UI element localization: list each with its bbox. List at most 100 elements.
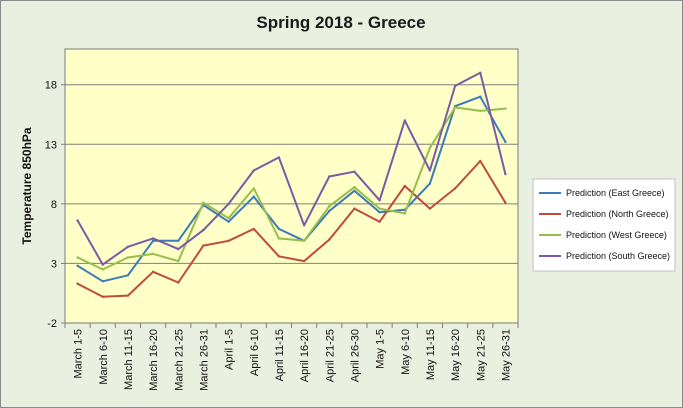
- data-point: [202, 228, 205, 232]
- data-point: [302, 224, 306, 227]
- data-point: [328, 238, 331, 241]
- legend-label: Prediction (East Greece): [566, 188, 665, 198]
- data-point: [479, 109, 482, 113]
- series-line-4: [76, 71, 507, 266]
- x-tick-label: April 1-5: [224, 329, 236, 370]
- data-point: [479, 71, 482, 75]
- x-tick-label: May 26-31: [500, 329, 512, 381]
- y-tick-label: 3: [51, 258, 57, 270]
- data-point: [328, 209, 331, 213]
- x-tick-label: May 21-25: [475, 329, 487, 381]
- x-tick-label: March 11-15: [123, 329, 135, 390]
- y-tick-label: 8: [51, 199, 57, 211]
- data-point: [302, 239, 306, 242]
- data-point: [252, 227, 255, 231]
- x-tick-label: March 16-20: [148, 329, 160, 391]
- data-point: [302, 259, 306, 263]
- series-lines: [76, 71, 507, 298]
- data-point: [328, 205, 331, 208]
- x-tick-label: March 26-31: [198, 329, 210, 391]
- data-point: [277, 237, 281, 240]
- data-point: [151, 270, 155, 273]
- data-point: [453, 106, 457, 109]
- legend-items: Prediction (East Greece) Prediction (Nort…: [539, 188, 670, 261]
- data-point: [227, 217, 230, 220]
- data-point: [504, 140, 507, 144]
- data-point: [252, 187, 255, 190]
- data-point: [277, 227, 281, 231]
- x-tick-label: March 21-25: [173, 329, 185, 391]
- data-point: [126, 256, 130, 259]
- x-tick-label: March 6-10: [98, 329, 110, 385]
- x-tick-label: May 1-5: [375, 329, 387, 369]
- data-point: [126, 245, 130, 248]
- y-tick-label: 18: [45, 80, 57, 92]
- data-point: [277, 156, 281, 159]
- plot-area: [65, 49, 518, 323]
- data-point: [101, 295, 105, 298]
- data-point: [378, 220, 381, 223]
- data-point: [479, 159, 482, 163]
- data-point: [76, 219, 79, 222]
- series-line-2: [77, 160, 507, 298]
- data-point: [101, 280, 105, 283]
- x-tick-label: April 11-15: [274, 329, 286, 381]
- data-point: [252, 169, 255, 172]
- data-point: [353, 189, 356, 192]
- data-point: [403, 184, 406, 188]
- data-point: [126, 294, 130, 297]
- data-point: [504, 172, 507, 176]
- data-point: [428, 182, 432, 185]
- x-tick-label: April 21-25: [324, 329, 336, 382]
- data-point: [504, 201, 507, 204]
- data-point: [151, 237, 155, 240]
- data-point: [151, 239, 155, 242]
- data-point: [252, 195, 255, 198]
- data-point: [76, 264, 79, 267]
- data-point: [453, 187, 457, 190]
- x-axis: March 1-5 March 6-10 March 11-15 March 16-2…: [64, 323, 519, 391]
- legend-label: Prediction (South Greece): [566, 251, 670, 261]
- y-axis: -2 3 8 13 18: [45, 80, 65, 330]
- data-point: [453, 84, 457, 88]
- data-point: [428, 169, 432, 172]
- data-point: [353, 186, 356, 189]
- data-point: [202, 201, 205, 204]
- x-tick-label: May 11-15: [425, 329, 437, 380]
- y-tick-label: 13: [45, 139, 57, 151]
- data-point: [403, 212, 406, 215]
- x-tick-label: March 1-5: [73, 329, 85, 379]
- data-point: [76, 282, 79, 285]
- data-point: [378, 211, 381, 214]
- data-point: [277, 255, 281, 258]
- data-point: [101, 268, 105, 271]
- x-tick-label: April 26-30: [349, 329, 361, 382]
- series-line-3: [77, 106, 506, 271]
- data-point: [202, 244, 205, 247]
- data-point: [353, 207, 356, 210]
- data-point: [479, 95, 482, 98]
- data-point: [378, 199, 381, 202]
- data-point: [151, 252, 155, 256]
- data-point: [353, 170, 356, 173]
- legend-label: Prediction (West Greece): [566, 230, 667, 240]
- y-tick-label: -2: [47, 318, 57, 330]
- x-tick-label: May 6-10: [400, 329, 412, 375]
- data-point: [177, 247, 180, 251]
- data-point: [227, 220, 230, 223]
- x-tick-label: May 16-20: [450, 329, 462, 381]
- data-point: [328, 175, 331, 178]
- data-point: [76, 256, 79, 259]
- data-point: [101, 263, 105, 266]
- legend-label: Prediction (North Greece): [566, 209, 669, 219]
- data-point: [428, 207, 432, 210]
- data-point: [227, 239, 230, 242]
- data-point: [504, 107, 507, 110]
- series-line-1: [77, 95, 507, 283]
- data-point: [177, 281, 180, 284]
- x-tick-label: April 6-10: [249, 329, 261, 376]
- data-point: [177, 259, 180, 263]
- data-point: [378, 207, 381, 210]
